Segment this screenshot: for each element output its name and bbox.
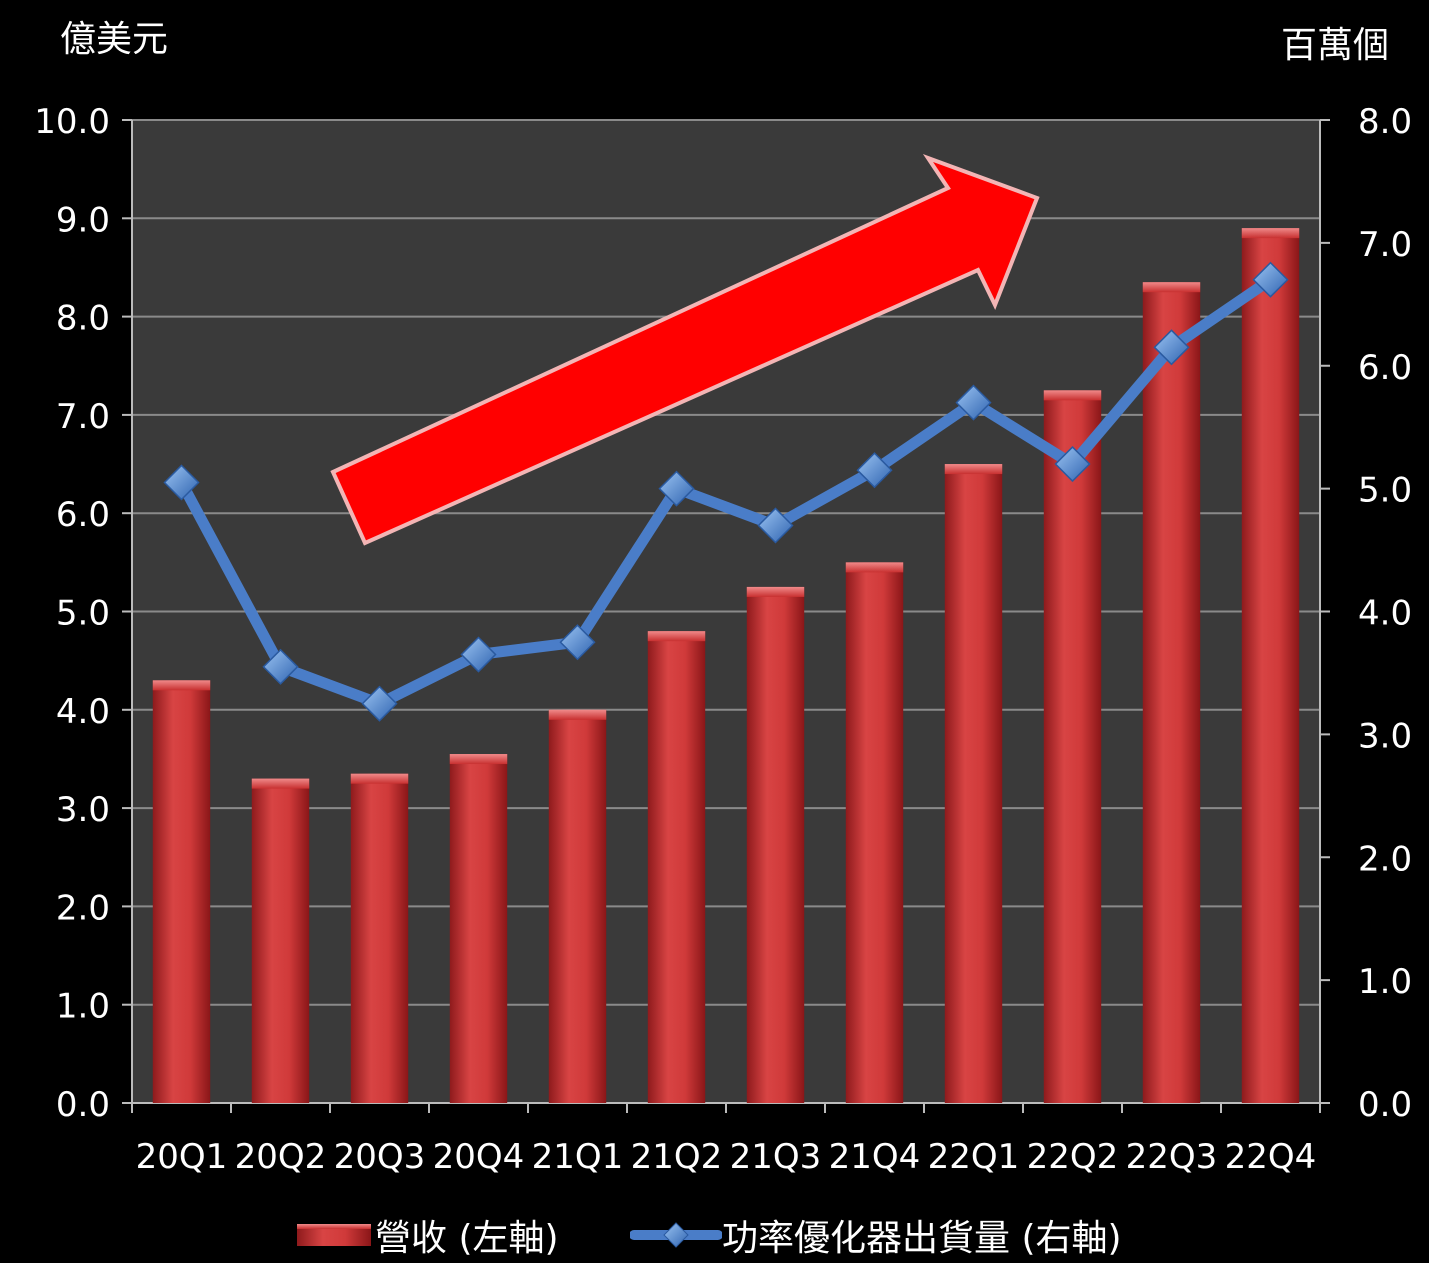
line-marker (559, 624, 596, 661)
right-tick-label: 7.0 (1358, 225, 1412, 265)
bar-cap (251, 778, 310, 789)
bar-cap (746, 586, 805, 597)
chart-canvas: 0.0 1.0 2.0 3.0 4.0 5.0 6.0 7.0 8.0 9.0 10.0 0.0 1.0… (34, 102, 1412, 1177)
x-tick-label: 21Q1 (532, 1137, 624, 1177)
bar-cap (350, 773, 409, 784)
x-tick-label: 20Q4 (433, 1137, 525, 1177)
x-tick-label: 22Q3 (1126, 1137, 1218, 1177)
bar-cap (944, 464, 1003, 475)
bar-cap (1142, 282, 1201, 293)
bar-cap (152, 680, 211, 691)
line-marker (1054, 445, 1091, 483)
x-tick-label: 22Q2 (1027, 1137, 1119, 1177)
bar (647, 631, 706, 1103)
right-axis-unit: 百萬個 (1280, 25, 1389, 66)
left-tick-label: 7.0 (56, 397, 110, 437)
bar (944, 464, 1003, 1103)
bar (845, 562, 904, 1103)
line-marker (262, 648, 299, 685)
left-tick-label: 3.0 (56, 790, 110, 830)
bar (1241, 228, 1300, 1103)
x-tick-label: 21Q2 (631, 1137, 723, 1177)
legend-label-shipments: 功率優化器出貨量 (右軸) (722, 1218, 1122, 1259)
bar (350, 773, 409, 1103)
line-marker (1153, 329, 1190, 366)
bar-cap (845, 562, 904, 573)
legend: 營收 (左軸) 功率優化器出貨量 (右軸) (0, 1210, 1429, 1260)
left-tick-label: 4.0 (56, 692, 110, 732)
bar (548, 709, 607, 1103)
right-tick-label: 5.0 (1358, 471, 1412, 511)
legend-swatch-bar (297, 1224, 371, 1246)
right-tick-label: 3.0 (1358, 716, 1412, 756)
x-tick-label: 21Q4 (829, 1137, 921, 1177)
x-tick-label: 21Q3 (730, 1137, 822, 1177)
right-tick-label: 0.0 (1358, 1085, 1412, 1125)
line-marker (856, 452, 893, 489)
left-tick-label: 8.0 (56, 299, 110, 339)
left-tick-label: 0.0 (56, 1085, 110, 1125)
left-tick-label: 10.0 (34, 102, 110, 142)
bar-cap (548, 709, 607, 720)
x-tick-label: 20Q3 (334, 1137, 426, 1177)
right-tick-label: 6.0 (1358, 348, 1412, 388)
left-tick-label: 9.0 (56, 200, 110, 240)
bar (152, 680, 211, 1103)
x-tick-label: 22Q4 (1225, 1137, 1317, 1177)
bar (1142, 282, 1201, 1103)
bar-cap (1043, 390, 1102, 401)
right-tick-label: 8.0 (1358, 102, 1412, 142)
left-tick-label: 5.0 (56, 594, 110, 634)
line-marker (460, 636, 497, 673)
right-tick-label: 2.0 (1358, 839, 1412, 879)
line-marker (163, 464, 200, 501)
x-tick-label: 20Q2 (235, 1137, 327, 1177)
line-marker (1252, 261, 1289, 298)
legend-swatch-line (630, 1222, 722, 1248)
left-tick-label: 2.0 (56, 888, 110, 928)
legend-item-shipments: 功率優化器出貨量 (右軸) (630, 1210, 1122, 1260)
bar-cap (1241, 228, 1300, 239)
line-marker (658, 470, 695, 507)
x-tick-label: 20Q1 (136, 1137, 228, 1177)
legend-label-revenue: 營收 (左軸) (375, 1218, 559, 1259)
bar (1043, 390, 1102, 1103)
left-tick-label: 1.0 (56, 987, 110, 1027)
x-tick-label: 22Q1 (928, 1137, 1020, 1177)
bar (449, 754, 508, 1103)
bar-cap (647, 631, 706, 642)
line-marker (757, 507, 794, 544)
trend-arrow-icon (330, 154, 1040, 546)
line-series (176, 274, 1276, 710)
line-marker (955, 384, 992, 421)
bar (746, 586, 805, 1103)
legend-item-revenue: 營收 (左軸) (295, 1210, 559, 1260)
line-marker (361, 685, 398, 722)
left-axis-unit: 億美元 (60, 19, 169, 60)
bar (251, 778, 310, 1103)
bar-cap (449, 754, 508, 765)
right-tick-label: 4.0 (1358, 594, 1412, 634)
right-tick-label: 1.0 (1358, 962, 1412, 1002)
left-tick-label: 6.0 (56, 495, 110, 535)
